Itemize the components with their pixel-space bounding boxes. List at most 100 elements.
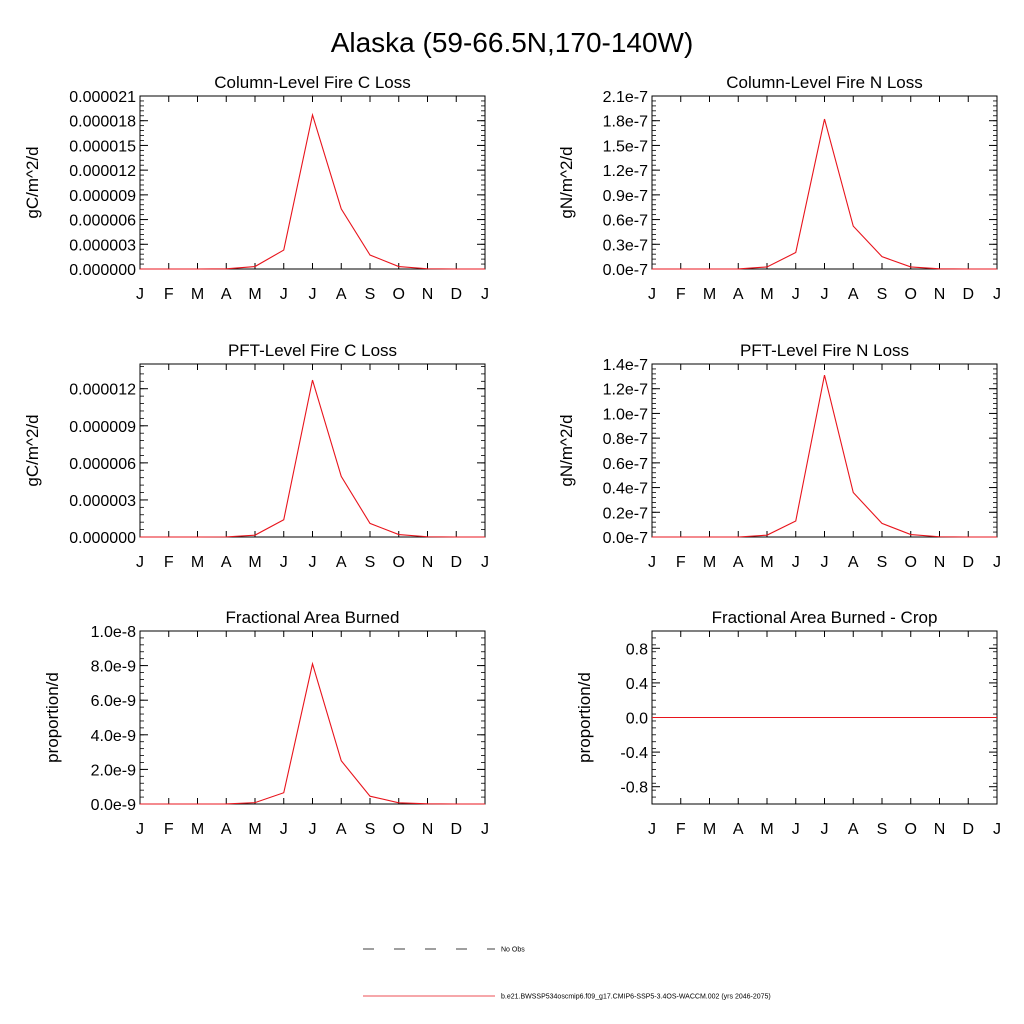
y-tick-label: 1.5e-7 (603, 138, 648, 155)
x-tick-label: M (191, 286, 204, 303)
y-tick-label: 0.8e-7 (603, 431, 648, 448)
y-tick-label: 0.0e-7 (603, 530, 648, 547)
panel-title: PFT-Level Fire N Loss (740, 341, 909, 360)
x-tick-label: M (248, 554, 261, 571)
x-tick-label: O (393, 554, 405, 571)
x-tick-label: N (422, 286, 434, 303)
x-tick-label: N (934, 821, 946, 838)
x-tick-label: J (136, 286, 144, 303)
y-tick-label: 0.4 (626, 676, 648, 693)
plot-frame (651, 95, 998, 270)
y-tick-label: 1.2e-7 (603, 382, 648, 399)
legend-label-model: b.e21.BWSSP534oscmip6.f09_g17.CMIP6-SSP5… (501, 994, 771, 1001)
x-tick-label: J (280, 821, 288, 838)
x-tick-label: D (962, 554, 974, 571)
x-tick-label: M (703, 554, 716, 571)
y-tick-label: 1.4e-7 (603, 357, 648, 374)
x-tick-label: S (877, 286, 888, 303)
x-tick-label: F (676, 821, 686, 838)
y-axis-label: gC/m^2/d (23, 414, 42, 486)
x-tick-label: M (760, 286, 773, 303)
y-axis-label: gC/m^2/d (23, 146, 42, 218)
y-tick-label: 0.000000 (69, 262, 136, 279)
x-tick-label: M (760, 554, 773, 571)
x-tick-label: N (934, 286, 946, 303)
x-tick-label: A (336, 286, 347, 303)
panel-title: Fractional Area Burned - Crop (712, 608, 938, 627)
x-tick-label: J (648, 286, 656, 303)
x-tick-label: J (481, 286, 489, 303)
x-tick-label: J (309, 286, 317, 303)
y-tick-label: -0.4 (620, 745, 648, 762)
y-tick-label: 0.000018 (69, 114, 136, 131)
series-line-1 (140, 379, 485, 538)
x-tick-label: M (760, 821, 773, 838)
x-tick-label: F (164, 554, 174, 571)
x-tick-label: O (393, 286, 405, 303)
y-tick-label: 0.0e-7 (603, 262, 648, 279)
x-tick-label: F (164, 821, 174, 838)
x-tick-label: J (481, 554, 489, 571)
y-tick-label: 0.9e-7 (603, 188, 648, 205)
x-tick-label: M (191, 554, 204, 571)
y-tick-label: 0.0e-9 (91, 797, 136, 814)
y-tick-label: 0.000012 (69, 163, 136, 180)
x-tick-label: O (905, 821, 917, 838)
x-tick-label: D (450, 554, 462, 571)
x-tick-label: A (733, 286, 744, 303)
y-tick-label: 0.000009 (69, 188, 136, 205)
x-tick-label: J (136, 554, 144, 571)
y-tick-label: 1.0e-7 (603, 406, 648, 423)
x-tick-label: J (280, 286, 288, 303)
x-tick-label: O (393, 821, 405, 838)
x-tick-label: D (450, 821, 462, 838)
series-line-1 (652, 374, 997, 538)
x-tick-label: S (365, 286, 376, 303)
x-tick-label: J (481, 821, 489, 838)
figure-title: Alaska (59-66.5N,170-140W) (331, 27, 694, 58)
series-line-1 (652, 118, 997, 270)
x-tick-label: J (821, 554, 829, 571)
series-line-1 (140, 112, 485, 270)
x-tick-label: M (191, 821, 204, 838)
y-tick-label: 6.0e-9 (91, 693, 136, 710)
y-tick-label: -0.8 (620, 780, 648, 797)
x-tick-label: J (821, 821, 829, 838)
y-tick-label: 0.6e-7 (603, 456, 648, 473)
y-axis-label: gN/m^2/d (557, 146, 576, 218)
x-tick-label: S (877, 554, 888, 571)
y-tick-label: 0.000009 (69, 419, 136, 436)
legend-label-no-obs: No Obs (501, 947, 525, 954)
x-tick-label: A (848, 554, 859, 571)
x-tick-label: J (993, 554, 1001, 571)
plot-frame (139, 95, 486, 270)
x-tick-label: N (934, 554, 946, 571)
y-tick-label: 0.3e-7 (603, 237, 648, 254)
x-tick-label: A (336, 821, 347, 838)
y-tick-label: 2.1e-7 (603, 89, 648, 106)
x-tick-label: J (309, 554, 317, 571)
x-tick-label: A (221, 554, 232, 571)
x-tick-label: J (821, 286, 829, 303)
x-tick-label: O (905, 286, 917, 303)
x-tick-label: D (962, 821, 974, 838)
y-tick-label: 1.8e-7 (603, 114, 648, 131)
x-tick-label: J (792, 286, 800, 303)
plot-frame (651, 363, 998, 538)
x-tick-label: D (450, 286, 462, 303)
x-tick-label: J (792, 821, 800, 838)
y-tick-label: 0.000003 (69, 237, 136, 254)
x-tick-label: A (733, 554, 744, 571)
panel-title: Column-Level Fire C Loss (214, 73, 411, 92)
y-tick-label: 0.000006 (69, 213, 136, 230)
x-tick-label: A (848, 286, 859, 303)
y-tick-label: 2.0e-9 (91, 762, 136, 779)
panel-title: Fractional Area Burned (226, 608, 400, 627)
x-tick-label: J (648, 821, 656, 838)
